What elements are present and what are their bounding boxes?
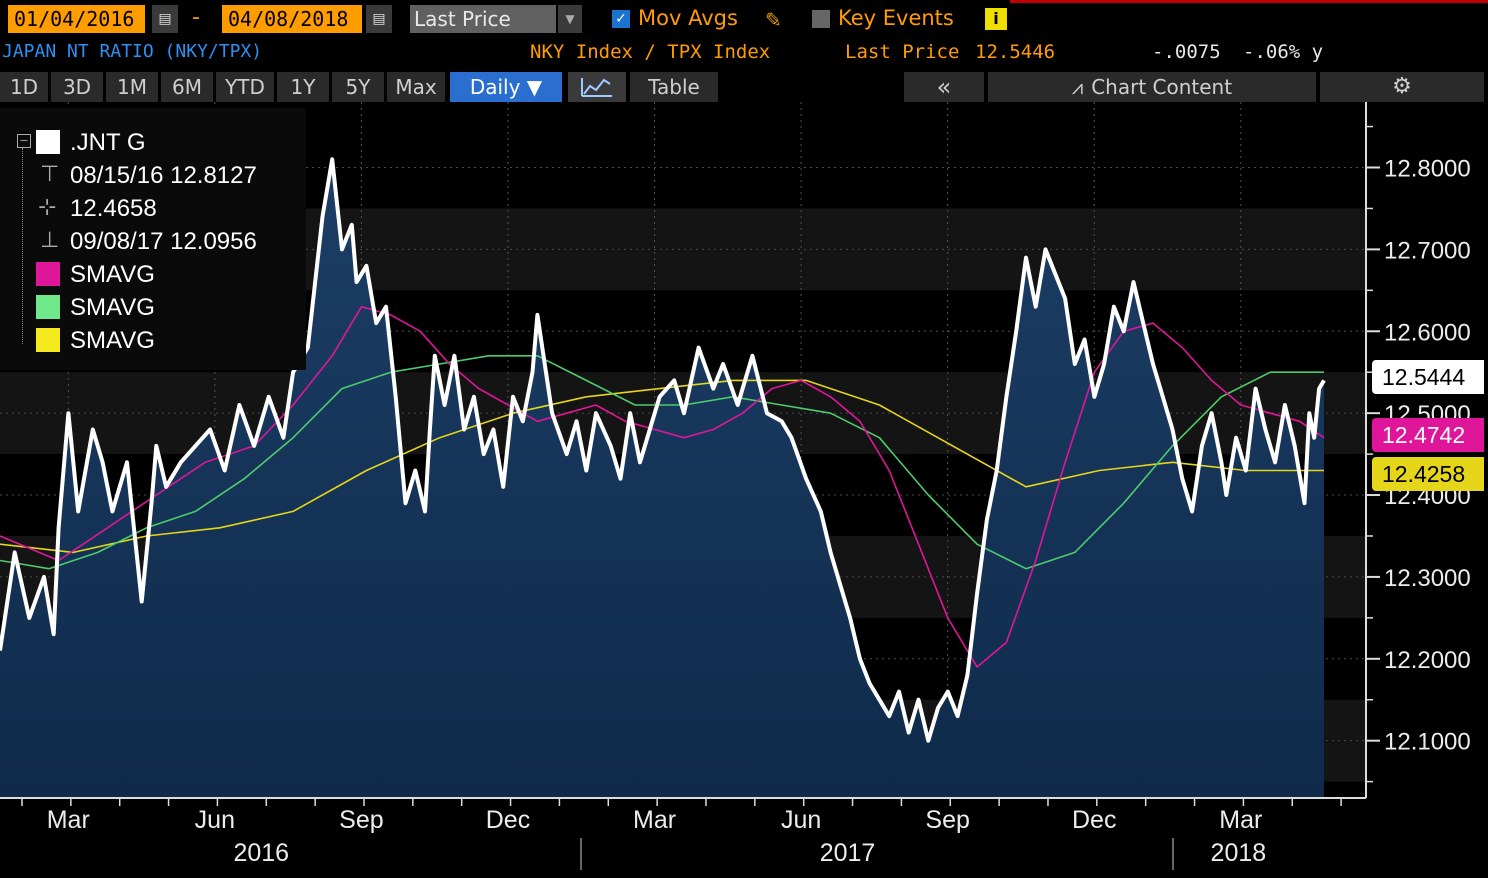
mov-avgs-checkbox[interactable]: ✓ xyxy=(612,10,630,28)
x-month-label: Sep xyxy=(925,806,969,834)
x-month-label: Jun xyxy=(195,806,235,834)
legend-ma1: SMAVG xyxy=(70,261,155,288)
tab-max[interactable]: Max xyxy=(387,72,445,102)
price-change: -.0075 xyxy=(1152,41,1221,63)
legend-high: 08/15/16 12.8127 xyxy=(70,162,257,189)
tab-5y[interactable]: 5Y xyxy=(332,72,384,102)
collapse-icon[interactable]: « xyxy=(904,72,984,102)
ma1-swatch xyxy=(36,262,60,286)
x-year-label: 2017 xyxy=(820,839,876,867)
tab-1y[interactable]: 1Y xyxy=(277,72,329,102)
x-year-label: 2018 xyxy=(1211,839,1267,867)
ma1-tag: 12.4742 xyxy=(1372,418,1484,452)
legend-ma3: SMAVG xyxy=(70,327,155,354)
ma2-line xyxy=(0,354,1324,570)
frequency-dropdown[interactable]: Daily ▼ xyxy=(450,72,562,102)
legend-ma2: SMAVG xyxy=(70,294,155,321)
y-tick-label: 12.7000 xyxy=(1384,237,1471,264)
mov-avgs-label: Mov Avgs xyxy=(638,6,738,30)
legend-series-name: .JNT G xyxy=(70,129,146,156)
tab-1m[interactable]: 1M xyxy=(106,72,158,102)
price-area-fill xyxy=(0,159,1324,799)
chevron-down-icon[interactable]: ▼ xyxy=(558,5,582,33)
y-tick-label: 12.8000 xyxy=(1384,156,1471,183)
x-month-label: Dec xyxy=(486,806,530,834)
y-tick-label: 12.3000 xyxy=(1384,565,1471,592)
legend-low: 09/08/17 12.0956 xyxy=(70,228,257,255)
x-month-label: Sep xyxy=(339,806,383,834)
tab-6m[interactable]: 6M xyxy=(161,72,213,102)
legend-tree-line xyxy=(22,148,24,344)
x-month-label: Dec xyxy=(1072,806,1116,834)
line-chart-icon[interactable] xyxy=(568,72,626,102)
ma1-line xyxy=(0,305,1325,668)
chart-content-button[interactable]: ⩘ Chart Content xyxy=(988,72,1316,102)
tab-ytd[interactable]: YTD xyxy=(216,72,274,102)
ma3-tag: 12.4258 xyxy=(1372,457,1484,491)
average-marker-icon: ⊹ xyxy=(38,195,57,220)
last-price-label: Last Price xyxy=(845,41,960,63)
x-month-label: Mar xyxy=(633,806,676,834)
chart-title: JAPAN NT RATIO (NKY/TPX) xyxy=(2,41,263,62)
high-marker-icon: ⊤ xyxy=(40,162,60,187)
ma3-line xyxy=(0,379,1324,554)
y-tick-label: 12.2000 xyxy=(1384,647,1471,674)
y-tick-label: 12.6000 xyxy=(1384,319,1471,346)
start-calendar-icon[interactable]: ▤ xyxy=(152,5,178,33)
chart-content-label: Chart Content xyxy=(1091,75,1233,99)
ma3-swatch xyxy=(36,328,60,352)
end-calendar-icon[interactable]: ▤ xyxy=(366,5,392,33)
last-price-value: 12.5446 xyxy=(975,41,1056,63)
tab-3d[interactable]: 3D xyxy=(51,72,103,102)
x-month-label: Mar xyxy=(1219,806,1262,834)
axes: 12.800012.700012.600012.500012.400012.30… xyxy=(0,102,1471,870)
date-range-dash: - xyxy=(192,5,200,30)
x-month-label: Mar xyxy=(47,806,90,834)
low-marker-icon: ⊥ xyxy=(40,228,60,253)
header-accent-line xyxy=(1010,0,1488,3)
price-field-select[interactable]: Last Price xyxy=(410,5,556,33)
tab-table[interactable]: Table xyxy=(630,72,718,102)
info-icon[interactable]: i xyxy=(985,8,1007,30)
x-year-label: 2016 xyxy=(233,839,289,867)
securities-label: NKY Index / TPX Index xyxy=(530,41,771,63)
chart-content-icon: ⩘ xyxy=(1071,75,1084,99)
last-price-tag: 12.5444 xyxy=(1372,360,1484,394)
x-month-label: Jun xyxy=(781,806,821,834)
price-change-pct: -.06% y xyxy=(1243,41,1324,63)
key-events-checkbox[interactable] xyxy=(812,10,830,28)
pencil-icon[interactable]: ✎ xyxy=(765,8,782,32)
tab-1d[interactable]: 1D xyxy=(0,72,48,102)
y-tick-label: 12.1000 xyxy=(1384,729,1471,756)
line-chart-icon-glyph xyxy=(581,78,612,97)
legend-collapse-icon[interactable]: − xyxy=(17,134,31,148)
ma2-swatch xyxy=(36,295,60,319)
series-lines xyxy=(0,157,1326,743)
price-line xyxy=(0,157,1326,743)
key-events-label: Key Events xyxy=(838,6,954,30)
legend-average: 12.4658 xyxy=(70,195,157,222)
start-date-input[interactable]: 01/04/2016 xyxy=(8,5,145,33)
gear-icon[interactable]: ⚙ xyxy=(1320,72,1484,102)
price-swatch xyxy=(36,130,60,154)
price-area xyxy=(0,159,1324,799)
end-date-input[interactable]: 04/08/2018 xyxy=(222,5,362,33)
